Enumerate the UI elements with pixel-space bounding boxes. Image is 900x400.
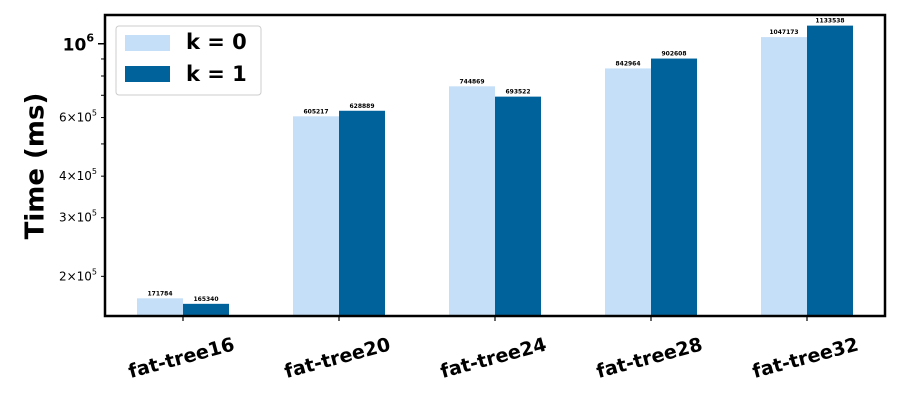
bar-fat-tree24-k0 — [449, 86, 495, 316]
legend-swatch-k1 — [125, 66, 170, 82]
bar-fat-tree32-k1 — [807, 25, 853, 316]
bar-fat-tree16-k0 — [137, 298, 183, 316]
y-axis-label: Time (ms) — [21, 93, 51, 240]
data-label-fat-tree32-k0: 1047173 — [769, 29, 798, 36]
bar-fat-tree28-k0 — [605, 68, 651, 317]
bar-fat-tree20-k1 — [339, 110, 385, 316]
y-tick-label-major: 106 — [63, 32, 95, 56]
y-tick-label: 2×105 — [59, 267, 97, 283]
x-tick-label-fat-tree32: fat-tree32 — [750, 334, 861, 383]
x-tick-label-fat-tree24: fat-tree24 — [438, 334, 549, 383]
bars — [137, 25, 853, 317]
data-label-fat-tree28-k1: 902608 — [661, 51, 686, 58]
y-tick-label: 4×105 — [59, 167, 97, 183]
y-axis-ticks: 2×105 3×105 4×105 6×105 106 — [59, 32, 105, 283]
data-label-fat-tree24-k0: 744869 — [459, 78, 484, 85]
bar-fat-tree32-k0 — [761, 37, 807, 317]
data-label-fat-tree28-k0: 842964 — [615, 60, 640, 67]
x-tick-label-fat-tree16: fat-tree16 — [126, 334, 237, 383]
legend: k = 0 k = 1 — [115, 25, 262, 96]
bar-fat-tree24-k1 — [495, 96, 541, 317]
bar-fat-tree20-k0 — [293, 116, 339, 316]
data-label-fat-tree24-k1: 693522 — [505, 89, 530, 96]
data-label-fat-tree16-k1: 165340 — [193, 296, 218, 303]
x-axis-ticks: fat-tree16 fat-tree20 fat-tree24 fat-tree28… — [126, 316, 861, 383]
data-label-fat-tree16-k0: 171784 — [147, 290, 172, 297]
plot-frame — [103, 13, 887, 318]
bar-fat-tree28-k1 — [651, 58, 697, 317]
y-tick-label: 3×105 — [59, 209, 97, 225]
data-label-fat-tree20-k0: 605217 — [303, 108, 328, 115]
legend-swatch-k0 — [125, 35, 170, 51]
y-tick-label: 6×105 — [59, 109, 97, 125]
legend-label-k1: k = 1 — [186, 62, 247, 86]
legend-label-k0: k = 0 — [186, 30, 247, 54]
x-tick-label-fat-tree28: fat-tree28 — [594, 334, 705, 383]
data-label-fat-tree20-k1: 628889 — [349, 103, 374, 110]
data-labels: 171784 165340 605217 628889 744869 693522 8429… — [147, 18, 844, 303]
bar-fat-tree16-k1 — [183, 303, 229, 316]
x-tick-label-fat-tree20: fat-tree20 — [282, 334, 393, 383]
data-label-fat-tree32-k1: 1133538 — [815, 18, 844, 25]
